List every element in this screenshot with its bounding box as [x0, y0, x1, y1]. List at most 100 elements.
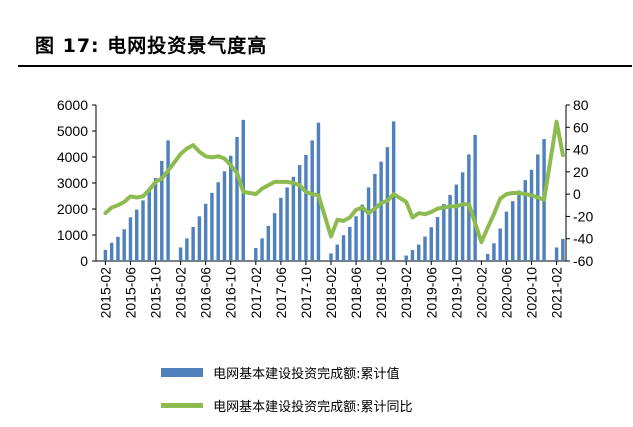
bar: [254, 248, 258, 261]
series-line: [103, 119, 565, 245]
bar: [341, 235, 346, 261]
x-tick-label: 2016-10: [223, 267, 239, 319]
right-tick-label: 0: [573, 186, 581, 202]
x-tick-label: 2015-06: [122, 267, 138, 319]
bar: [153, 178, 158, 261]
x-tick-label: 2019-02: [398, 267, 414, 319]
bar: [279, 197, 283, 261]
x-tick-label: 2016-06: [198, 267, 214, 319]
legend-item-bars: 电网基本建设投资完成额:累计值: [160, 363, 400, 382]
bar: [103, 249, 108, 261]
bar: [147, 188, 151, 261]
x-tick-label: 2019-06: [423, 267, 439, 319]
bar: [536, 154, 540, 261]
right-tick-label: -40: [573, 231, 593, 247]
x-tick-label: 2015-02: [97, 267, 113, 319]
left-tick-label: 6000: [57, 97, 88, 113]
bar: [116, 236, 120, 261]
x-tick-label: 2015-10: [148, 267, 164, 319]
bar: [272, 213, 277, 261]
legend-swatch-line: [161, 403, 203, 408]
bar: [373, 173, 377, 261]
left-tick-label: 5000: [57, 123, 88, 139]
bar: [454, 184, 459, 261]
x-tick-label: 2020-06: [498, 267, 514, 319]
x-tick-label: 2020-10: [524, 267, 540, 319]
right-tick-label: 80: [573, 97, 589, 113]
left-tick-label: 3000: [57, 175, 88, 191]
bar: [166, 140, 170, 261]
x-tick-label: 2018-02: [323, 267, 339, 319]
legend-label-line: 电网基本建设投资完成额:累计同比: [213, 400, 413, 415]
bar: [529, 169, 534, 261]
bar: [285, 187, 289, 261]
bar: [429, 227, 433, 261]
left-tick-label: 1000: [57, 227, 88, 243]
bar: [210, 192, 214, 261]
bar: [360, 204, 365, 261]
bar: [435, 217, 440, 261]
bar: [504, 211, 509, 261]
bar: [222, 171, 227, 261]
bar: [122, 229, 126, 261]
right-tick-label: 40: [573, 142, 589, 158]
title-rule: [18, 65, 632, 67]
bar: [391, 121, 396, 261]
x-tick-label: 2020-02: [473, 267, 489, 319]
x-tick-label: 2017-10: [298, 267, 314, 319]
right-tick-label: 60: [573, 119, 589, 135]
x-tick-label: 2021-02: [549, 267, 565, 319]
x-tick-label: 2019-10: [448, 267, 464, 319]
bar: [410, 250, 415, 261]
figure-title: 图 17: 电网投资景气度高: [35, 35, 268, 57]
left-tick-label: 0: [80, 253, 88, 269]
bar: [291, 176, 296, 261]
left-tick-label: 4000: [57, 149, 88, 165]
right-tick-label: -20: [573, 208, 593, 224]
legend-swatch-bars: [161, 368, 203, 377]
legend-label-bars: 电网基本建设投资完成额:累计值: [213, 367, 400, 382]
bar: [197, 216, 202, 261]
bar: [485, 253, 490, 261]
bar: [135, 209, 139, 261]
bar: [417, 244, 421, 261]
x-tick-label: 2016-02: [173, 267, 189, 319]
bar: [297, 165, 302, 261]
x-tick-label: 2018-06: [348, 267, 364, 319]
bar: [191, 226, 195, 261]
bar: [379, 161, 383, 261]
bar: [185, 238, 189, 261]
bar: [160, 160, 164, 261]
x-tick-label: 2017-06: [273, 267, 289, 319]
right-tick-label: -60: [573, 253, 593, 269]
bar: [448, 194, 452, 261]
right-tick-label: 20: [573, 164, 589, 180]
bar: [354, 216, 358, 261]
bar: [203, 203, 208, 261]
bar: [316, 122, 321, 262]
x-tick-label: 2018-10: [373, 267, 389, 319]
bar: [266, 225, 271, 261]
bar: [304, 154, 308, 261]
bar: [460, 172, 465, 261]
bar: [329, 253, 333, 261]
bar: [517, 190, 521, 261]
legend-item-line: 电网基本建设投资完成额:累计同比: [160, 396, 413, 415]
bar: [442, 204, 446, 261]
bar: [260, 238, 264, 261]
bar: [554, 247, 559, 261]
bar: [335, 244, 339, 261]
bar: [229, 155, 233, 261]
bar: [498, 228, 502, 261]
bar: [235, 136, 239, 261]
x-tick-label: 2017-02: [248, 267, 264, 319]
bar: [423, 236, 427, 261]
bar: [310, 140, 314, 261]
bar: [511, 201, 515, 261]
bar: [523, 180, 527, 261]
bar: [348, 226, 352, 261]
bar: [216, 182, 220, 261]
left-tick-label: 2000: [57, 201, 88, 217]
bar: [385, 147, 390, 261]
